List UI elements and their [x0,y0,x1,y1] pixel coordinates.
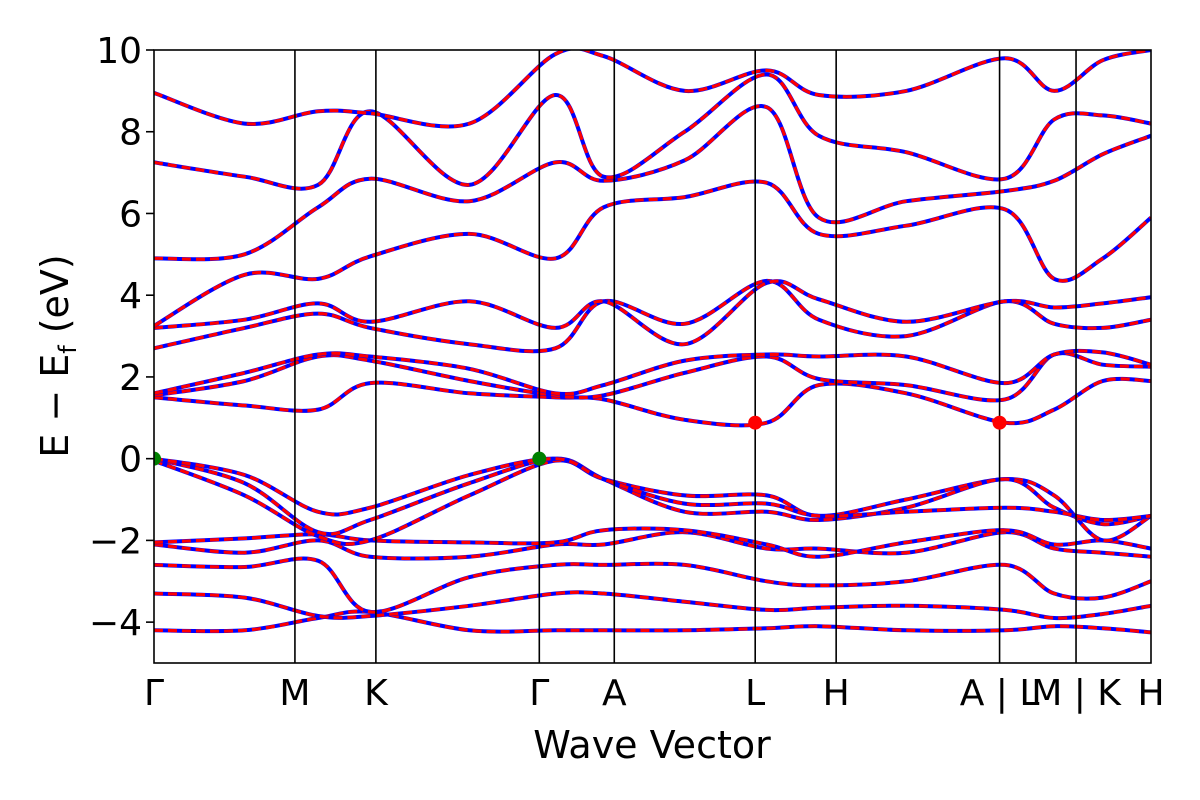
plot-frame [153,49,1152,664]
cbm-marker-2 [748,415,763,430]
y-tick-label-2: 0 [119,440,142,481]
x-axis-title: Wave Vector [533,723,771,767]
k-point-lines [294,50,1077,663]
band-13 [154,179,1151,328]
band-11-blue [154,278,1151,354]
band-14-blue [154,104,1151,262]
band-14 [154,104,1151,261]
y-axis-title-unit: (eV) [33,254,77,333]
y-axis-title: E − Ef (eV) [33,254,82,458]
x-tick-label-4: A [602,673,627,714]
x-tick-label-6: H [823,673,850,714]
band-15 [154,72,1151,191]
band-6 [154,457,1151,536]
cbm-marker-3 [992,415,1007,430]
y-tick-label-0: −4 [89,603,142,644]
band-2-blue [154,556,1151,614]
band-10-blue [154,348,1151,396]
x-tick-label-0: Γ [144,673,164,714]
y-tick-label-5: 6 [119,194,142,235]
vbm-marker-0 [154,451,161,466]
x-tick-label-2: K [364,673,389,714]
y-tick-label-1: −2 [89,521,142,562]
x-tick-label-7: A | L [960,673,1040,714]
band-16 [154,50,1151,129]
band-7 [154,457,1151,522]
x-tick-label-5: L [745,673,765,714]
band-11 [154,279,1151,353]
bands-layer [154,50,1151,635]
vbm-marker-1 [532,451,547,466]
band-9 [154,351,1151,402]
x-tick-label-1: M [279,673,310,714]
band-12 [154,279,1151,346]
band-10 [154,349,1151,396]
band-edge-markers [154,415,1007,466]
y-tick-label-7: 10 [96,31,142,72]
band-5 [154,458,1151,546]
x-tick-label-3: Γ [529,673,549,714]
y-tick-label-3: 2 [119,358,142,399]
y-axis: −4 −2 0 2 4 6 8 10 [89,31,154,644]
y-tick-label-6: 8 [119,113,142,154]
y-axis-title-subscript: f [54,345,82,354]
band-12-blue [154,279,1151,347]
y-tick-label-4: 4 [119,276,142,317]
x-tick-label-9: H [1137,673,1164,714]
band-2 [154,556,1151,614]
band-8 [154,377,1151,427]
band-1-blue [154,590,1151,621]
x-tick-label-8: M | K [1031,673,1122,714]
x-axis: Γ M K Γ A L H A | LM | K H [144,673,1165,714]
y-axis-title-main: E − E [33,354,77,458]
band-0 [154,609,1151,634]
